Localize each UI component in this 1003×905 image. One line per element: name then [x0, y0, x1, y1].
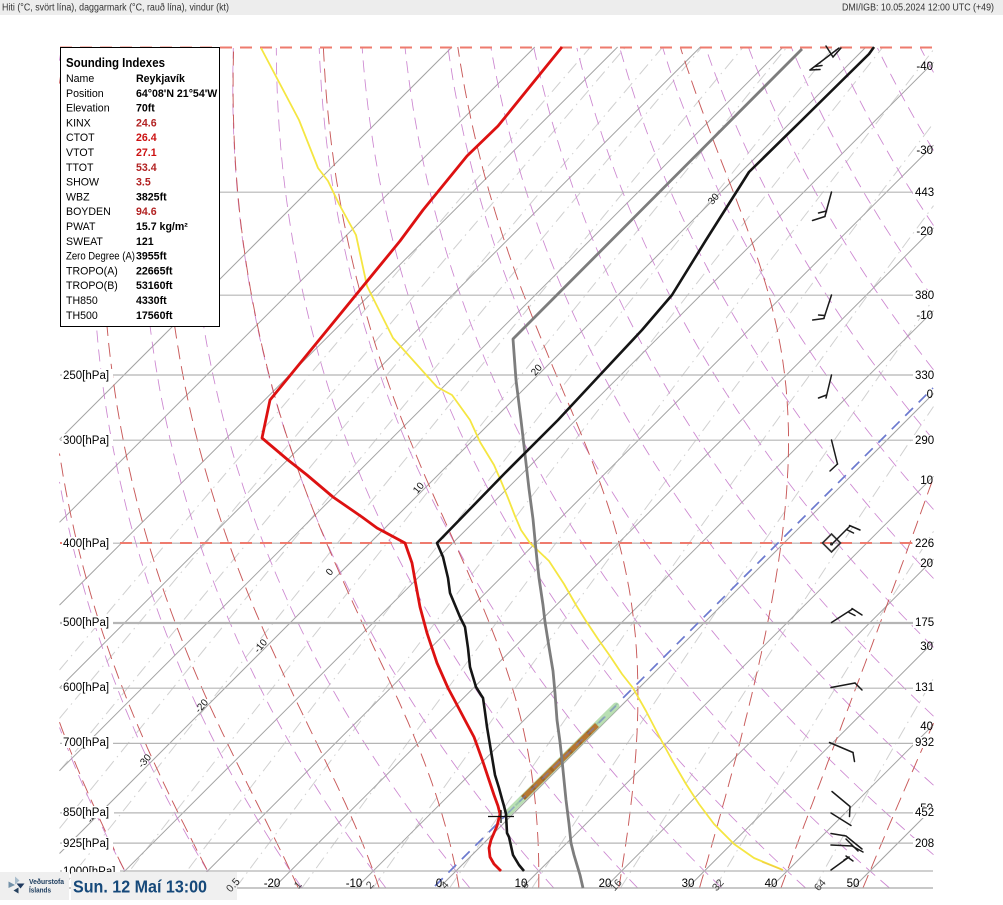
svg-text:TTOT: TTOT [66, 162, 94, 174]
svg-text:DMI/IGB: 10.05.2024 12:00 UTC: DMI/IGB: 10.05.2024 12:00 UTC (+49) [842, 3, 994, 14]
svg-text:20: 20 [920, 558, 933, 570]
svg-text:VTOT: VTOT [66, 147, 95, 159]
svg-text:121: 121 [136, 236, 154, 248]
svg-text:3955ft: 3955ft [136, 251, 167, 263]
svg-text:Zero Degree (A): Zero Degree (A) [66, 251, 135, 263]
svg-text:Hiti (°C, svört lína), daggarm: Hiti (°C, svört lína), daggarmark (°C, r… [2, 2, 229, 14]
svg-text:Íslands: Íslands [29, 886, 51, 895]
svg-text:850[hPa]: 850[hPa] [63, 807, 109, 819]
svg-text:400[hPa]: 400[hPa] [63, 538, 109, 550]
svg-text:26.4: 26.4 [136, 132, 157, 144]
svg-text:-30: -30 [916, 145, 933, 157]
svg-text:Name: Name [66, 73, 94, 85]
svg-text:4430: 4430 [915, 187, 941, 199]
svg-text:10: 10 [515, 878, 528, 890]
svg-text:10: 10 [920, 475, 933, 487]
svg-text:Sounding Indexes: Sounding Indexes [66, 55, 165, 70]
svg-text:BOYDEN: BOYDEN [66, 206, 111, 218]
svg-text:-20: -20 [264, 878, 281, 890]
svg-text:1756: 1756 [915, 617, 941, 629]
svg-text:Veðurstofa: Veðurstofa [29, 877, 65, 886]
svg-text:300[hPa]: 300[hPa] [63, 435, 109, 447]
svg-text:TH500: TH500 [66, 310, 98, 322]
svg-text:SHOW: SHOW [66, 177, 99, 189]
svg-text:4330ft: 4330ft [136, 295, 167, 307]
svg-text:15.7 kg/m²: 15.7 kg/m² [136, 221, 188, 233]
svg-text:TROPO(B): TROPO(B) [66, 280, 118, 292]
svg-text:452: 452 [915, 807, 934, 819]
svg-text:-40: -40 [916, 61, 933, 73]
svg-text:Position: Position [66, 88, 104, 100]
svg-text:3.5: 3.5 [136, 177, 151, 189]
svg-text:40: 40 [765, 878, 778, 890]
svg-text:2903: 2903 [915, 435, 941, 447]
svg-text:94.6: 94.6 [136, 206, 157, 218]
svg-text:50: 50 [847, 878, 860, 890]
svg-text:700[hPa]: 700[hPa] [63, 737, 109, 749]
svg-text:932: 932 [915, 737, 934, 749]
svg-text:Sun. 12 Maí 13:00: Sun. 12 Maí 13:00 [73, 877, 207, 897]
svg-text:53.4: 53.4 [136, 162, 157, 174]
svg-text:WBZ: WBZ [66, 191, 90, 203]
svg-text:-20: -20 [916, 226, 933, 238]
svg-text:0: 0 [927, 389, 933, 401]
svg-text:TH850: TH850 [66, 295, 98, 307]
svg-text:0: 0 [324, 566, 336, 578]
svg-text:53160ft: 53160ft [136, 280, 173, 292]
svg-text:27.1: 27.1 [136, 147, 157, 159]
svg-text:22665ft: 22665ft [136, 265, 173, 277]
svg-text:500[hPa]: 500[hPa] [63, 617, 109, 629]
svg-text:PWAT: PWAT [66, 221, 96, 233]
svg-text:17560ft: 17560ft [136, 310, 173, 322]
svg-text:Elevation: Elevation [66, 103, 110, 115]
svg-text:600[hPa]: 600[hPa] [63, 682, 109, 694]
svg-text:64°08'N 21°54'W: 64°08'N 21°54'W [136, 88, 217, 100]
svg-text:1316: 1316 [915, 682, 941, 694]
svg-text:3300: 3300 [915, 370, 941, 382]
svg-text:70ft: 70ft [136, 103, 155, 115]
svg-text:-10: -10 [916, 310, 933, 322]
svg-text:3825ft: 3825ft [136, 191, 167, 203]
svg-text:TROPO(A): TROPO(A) [66, 265, 118, 277]
svg-text:30: 30 [682, 878, 695, 890]
svg-text:30: 30 [920, 641, 933, 653]
svg-text:2266: 2266 [915, 538, 941, 550]
svg-text:3803: 3803 [915, 290, 941, 302]
svg-text:KINX: KINX [66, 117, 91, 129]
svg-text:925[hPa]: 925[hPa] [63, 838, 109, 850]
svg-text:CTOT: CTOT [66, 132, 95, 144]
svg-text:24.6: 24.6 [136, 117, 157, 129]
svg-text:208: 208 [915, 838, 934, 850]
svg-text:250[hPa]: 250[hPa] [63, 370, 109, 382]
svg-text:40: 40 [920, 721, 933, 733]
svg-text:SWEAT: SWEAT [66, 236, 103, 248]
svg-text:0: 0 [436, 878, 442, 890]
svg-text:Reykjavík: Reykjavík [136, 73, 185, 85]
svg-text:20: 20 [599, 878, 612, 890]
svg-text:-10: -10 [346, 878, 363, 890]
